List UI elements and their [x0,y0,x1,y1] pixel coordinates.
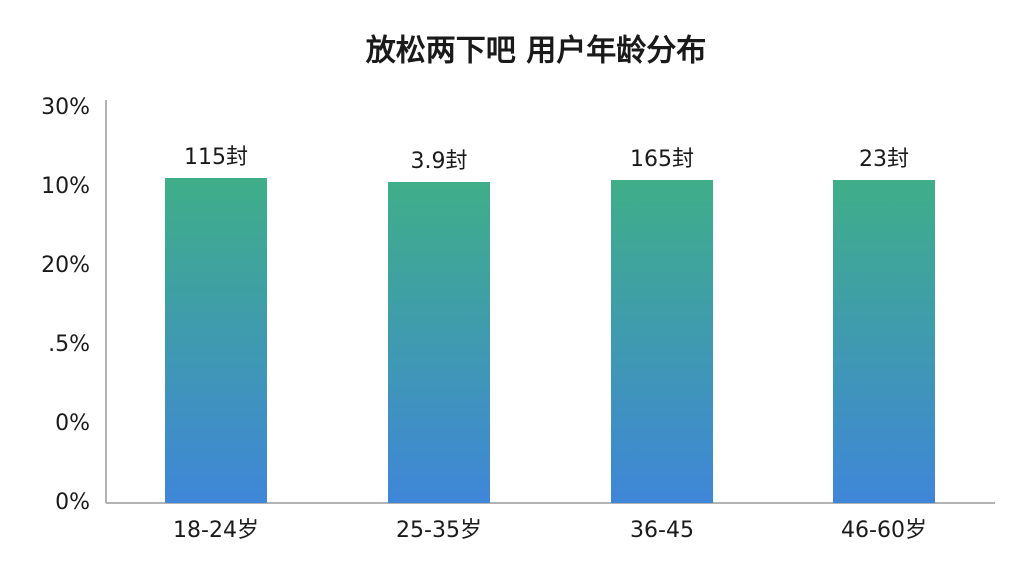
x-tick-label: 25-35岁 [396,518,482,543]
chart-title: 放松两下吧 用户年龄分布 [365,34,706,69]
x-tick-label: 46-60岁 [841,518,927,543]
bar [833,180,935,503]
y-tick-label: .5% [48,332,90,357]
y-tick-label: 0% [55,490,90,515]
y-tick-label: 10% [41,174,90,199]
bar-label: 23封 [859,147,909,172]
y-tick-label: 20% [41,253,90,278]
bar [165,178,267,503]
x-tick-label: 18-24岁 [173,518,259,543]
bar [611,180,713,503]
y-tick-label: 0% [55,411,90,436]
bar-label: 165封 [630,147,694,172]
bar-label: 3.9封 [411,149,468,174]
plot: 30% 10% 20% .5% 0% 0% 115封 18-24岁 3.9封 25-35岁 165封… [41,95,935,543]
bar [388,182,490,503]
bar-label: 115封 [184,145,248,170]
x-tick-label: 36-45 [630,518,694,543]
y-tick-label: 30% [41,95,90,120]
